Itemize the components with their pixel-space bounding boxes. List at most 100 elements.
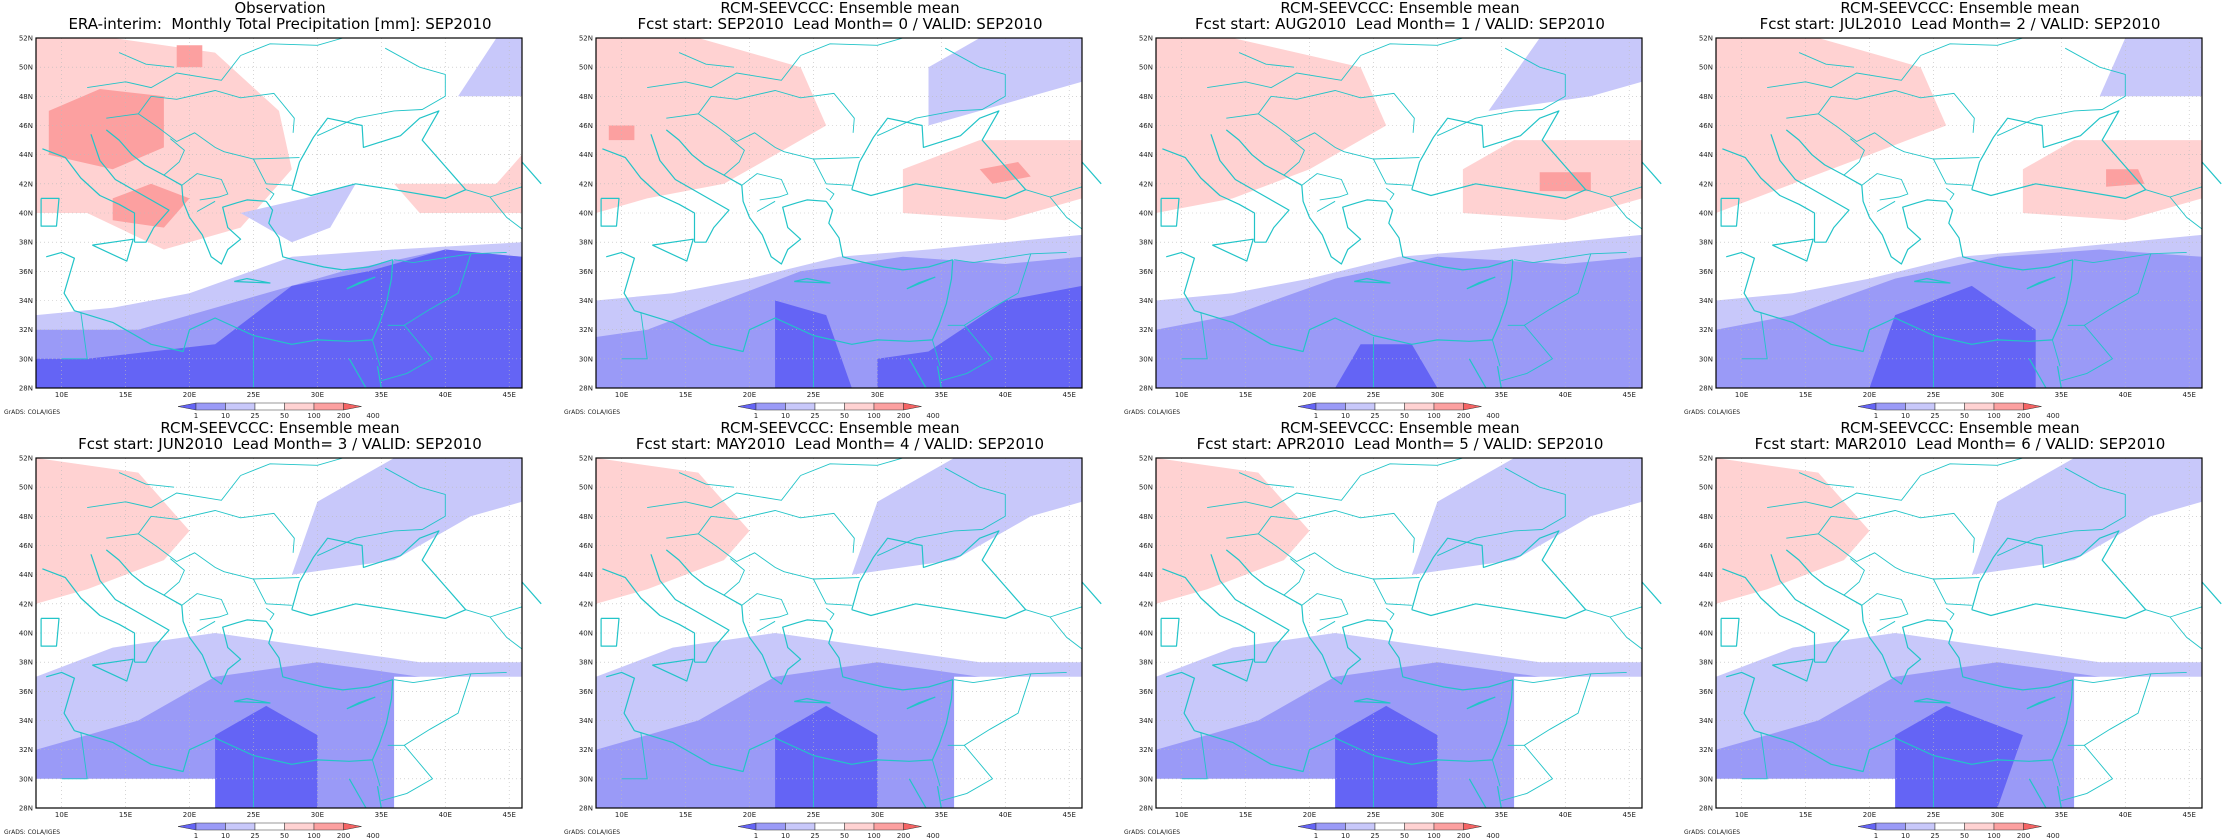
x-tick-label: 30E [1991,391,2004,399]
border-line [1181,732,1208,780]
colorbar-label: 200 [337,412,350,420]
border-line [163,138,185,176]
border-line [1585,189,1643,230]
x-tick-label: 35E [375,811,388,819]
colorbar-box [313,402,344,411]
colorbar-box [1433,402,1464,411]
y-tick-label: 28N [1139,805,1153,813]
border-line [1283,558,1305,596]
panel-lead-5: 28N 30N 32N 34N 36N 38N 40N 42N 44N 46N 48N 50N 52N 1… [1120,420,1680,840]
panel-title: RCM-SEEVCCC: Ensemble mean [1840,0,2080,17]
x-tick-label: 10E [1735,391,1748,399]
precip-contour-area [1335,344,1438,388]
y-tick-label: 50N [1139,484,1153,492]
coastline [1641,581,1662,605]
border-line [2074,251,2187,264]
colorbar-box [1964,822,1995,831]
x-tick-label: 35E [2055,391,2068,399]
border-line [800,457,904,476]
x-tick-label: 25E [807,811,820,819]
colorbar-box [225,822,256,831]
coastline [234,698,271,704]
border-line [1385,187,1395,201]
y-tick-label: 50N [19,484,33,492]
y-tick-label: 42N [19,180,33,188]
precip-contour-area [1156,38,1387,213]
colorbar-arrow-left [737,402,757,411]
colorbar-label: 200 [1457,832,1470,840]
border-line [2061,325,2114,382]
border-line [1920,37,2024,56]
y-tick-label: 48N [1139,93,1153,101]
border-line [371,339,381,367]
colorbar-box [755,822,786,831]
coastline [1468,778,1487,809]
y-tick-label: 50N [579,64,593,72]
colorbar-arrow-right [903,402,922,411]
x-tick-label: 40E [1559,811,1572,819]
coastline [936,365,942,389]
panel-subtitle: Fcst start: AUG2010 Lead Month= 1 / VALI… [1195,15,1605,33]
colorbar-label: 50 [840,832,849,840]
colorbar: 1 10 25 50 100 200 400 [1297,402,1500,420]
coastline [1166,251,1196,312]
colorbar-label: 100 [867,832,880,840]
country-borders [1741,37,2203,388]
colorbar-label: 1 [754,832,758,840]
x-tick-label: 15E [1799,391,1812,399]
border-line [813,578,852,606]
precip-shading [36,38,522,388]
coastline [46,671,76,732]
y-tick-label: 30N [1699,355,1713,363]
y-tick-label: 28N [579,385,593,393]
x-tick-label: 30E [1431,811,1444,819]
x-tick-label: 45E [1063,811,1076,819]
coastlines [1720,530,2222,809]
coastline [1466,276,1496,290]
precip-contour-area [1156,778,1336,808]
coastline [90,134,170,243]
x-tick-label: 10E [1175,811,1188,819]
coastline [1210,134,1290,243]
colorbar: 1 10 25 50 100 200 400 [1857,822,2060,840]
coastline [1309,199,1387,265]
y-tick-label: 46N [1699,542,1713,550]
border-line [1238,472,1295,488]
coastline [1770,134,1850,243]
panel-title: RCM-SEEVCCC: Ensemble mean [1840,419,2080,437]
colorbar-label: 400 [926,412,939,420]
colorbar-box [1315,822,1346,831]
coastline [749,199,827,265]
border-line [87,475,241,509]
y-tick-label: 34N [1699,717,1713,725]
colorbar-box [785,822,816,831]
border-line [2145,189,2203,230]
border-line [489,186,523,198]
y-tick-label: 32N [19,326,33,334]
x-tick-label: 15E [1239,391,1252,399]
colorbar-label: 400 [366,412,379,420]
x-tick-label: 15E [119,811,132,819]
country-borders [621,457,1083,808]
coastline [1754,310,2053,353]
x-tick-label: 40E [2119,811,2132,819]
border-line [2051,339,2061,367]
coastline [371,259,394,341]
colorbar-label: 400 [2046,412,2059,420]
coastlines [1720,110,2222,389]
coastline [2028,358,2047,389]
colorbar-label: 400 [366,832,379,840]
panel-subtitle: Fcst start: JUN2010 Lead Month= 3 / VALI… [78,435,482,453]
panel-lead-4: 28N 30N 32N 34N 36N 38N 40N 42N 44N 46N 48N 50N 52N 1… [560,420,1120,840]
y-tick-label: 50N [19,64,33,72]
y-tick-label: 48N [579,93,593,101]
colorbar-box [873,402,904,411]
colorbar-box [873,822,904,831]
colorbar-label: 100 [307,412,320,420]
x-tick-label: 10E [55,811,68,819]
colorbar: 1 10 25 50 100 200 400 [1297,822,1500,840]
y-tick-label: 30N [1139,355,1153,363]
precip-map: 28N 30N 32N 34N 36N 38N 40N 42N 44N 46N 48N 50N 52N 1… [1124,455,1662,840]
y-tick-label: 40N [19,630,33,638]
coastline [265,200,393,271]
